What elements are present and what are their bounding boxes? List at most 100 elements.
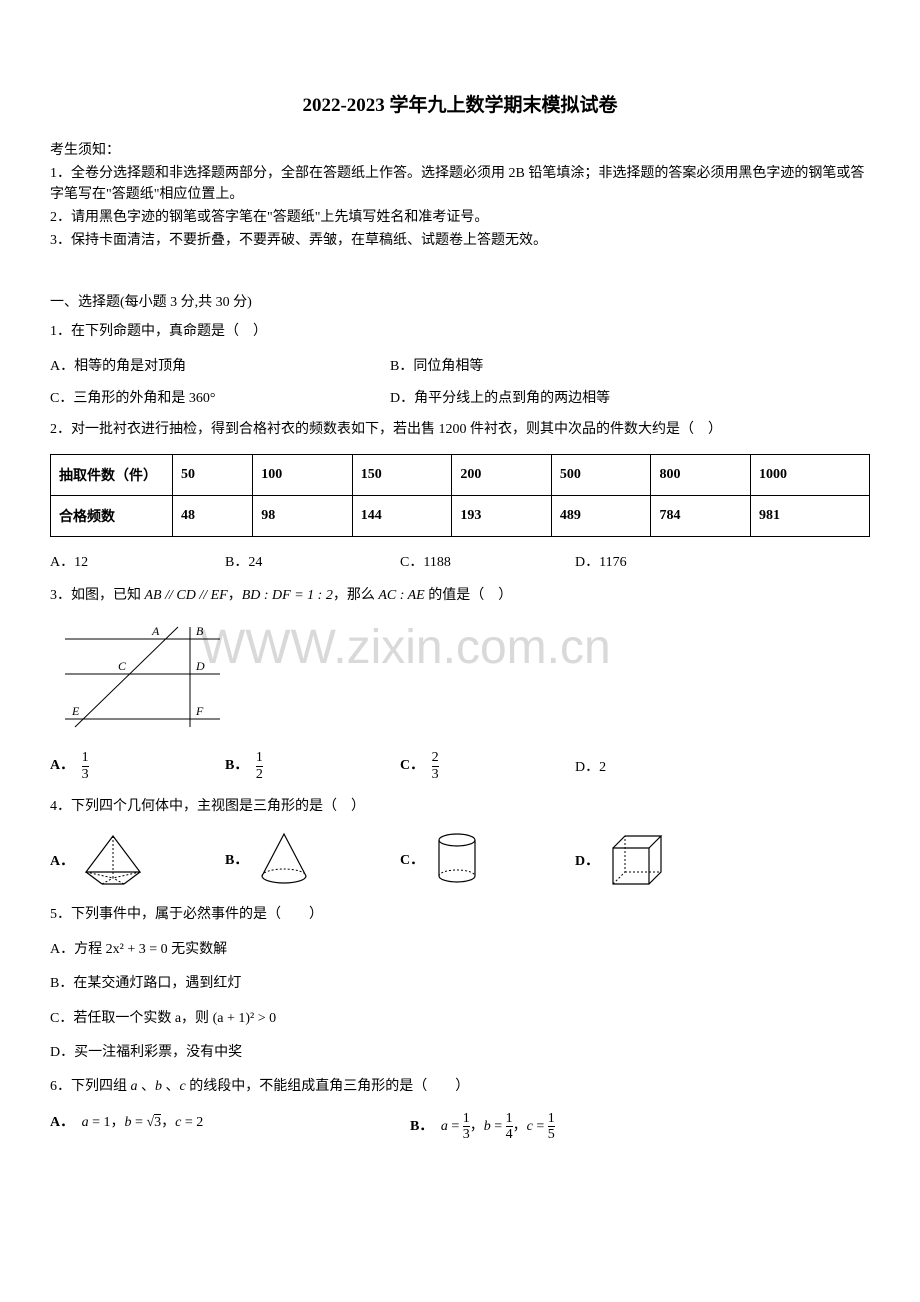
- q5-a-pre: A．方程: [50, 942, 106, 957]
- parallel-lines-diagram-icon: A B C D E F: [50, 619, 230, 729]
- q6-opt-a: A． a = 1，b = √3，c = 2: [50, 1111, 410, 1143]
- svg-text:C: C: [118, 659, 127, 673]
- q3-text-4: 的值是（ ）: [425, 588, 513, 603]
- svg-text:A: A: [151, 624, 160, 638]
- q4-opt-a: A．: [50, 832, 225, 888]
- q2-col-2: 150: [352, 454, 452, 495]
- q3-diagram: A B C D E F: [50, 619, 870, 734]
- q6-var-b: b: [155, 1079, 162, 1094]
- cylinder-icon: [432, 830, 482, 888]
- q2-val-2: 144: [352, 495, 452, 536]
- cone-icon: [256, 830, 312, 888]
- q3-text-1: 3．如图，已知: [50, 588, 145, 603]
- svg-text:D: D: [195, 659, 205, 673]
- opt-label-b: B．: [225, 849, 248, 869]
- q6-b-cd: 5: [548, 1126, 555, 1142]
- q3-text-3: ，那么: [333, 588, 379, 603]
- pyramid-icon: [82, 832, 144, 888]
- q6-opt-b: B． a = 13，b = 14，c = 15: [410, 1111, 555, 1143]
- notice-item-1: 1．全卷分选择题和非选择题两部分，全部在答题纸上作答。选择题必须用 2B 铅笔填…: [50, 163, 870, 205]
- q2-val-5: 784: [651, 495, 751, 536]
- q6-b-ad: 3: [463, 1126, 470, 1142]
- q2-row2-header: 合格频数: [51, 495, 173, 536]
- q3-a-num: 1: [82, 750, 89, 765]
- table-row: 抽取件数（件） 50 100 150 200 500 800 1000: [51, 454, 870, 495]
- q2-opt-c: C．1188: [400, 551, 575, 571]
- q3-c-num: 2: [432, 750, 439, 765]
- q6-t2: 、: [138, 1079, 156, 1094]
- q4-options: A． B． C． D．: [50, 830, 870, 888]
- notice-item-3: 3．保持卡面清洁，不要折叠，不要弄破、弄皱，在草稿纸、试题卷上答题无效。: [50, 230, 870, 251]
- section-1-header: 一、选择题(每小题 3 分,共 30 分): [50, 291, 870, 311]
- q2-val-4: 489: [551, 495, 651, 536]
- q1-options-row2: C．三角形的外角和是 360° D．角平分线上的点到角的两边相等: [50, 387, 870, 407]
- q3-a-den: 3: [82, 766, 89, 782]
- q5-stem: 5．下列事件中，属于必然事件的是（ ）: [50, 904, 870, 926]
- svg-text:F: F: [195, 704, 204, 718]
- svg-text:B: B: [196, 624, 204, 638]
- q6-options: A． a = 1，b = √3，c = 2 B． a = 13，b = 14，c…: [50, 1111, 870, 1143]
- q3-opt-b: B． 12: [225, 750, 400, 782]
- q5-a-post: 无实数解: [168, 942, 228, 957]
- q3-c-den: 3: [432, 766, 439, 782]
- q3-stem: 3．如图，已知 AB // CD // EF，BD : DF = 1 : 2，那…: [50, 585, 870, 607]
- opt-label-a: A．: [50, 758, 74, 773]
- q6-b-an: 1: [463, 1111, 470, 1126]
- opt-label-b: B．: [225, 758, 248, 773]
- q2-col-0: 50: [173, 454, 253, 495]
- q3-opt-a: A． 13: [50, 750, 225, 782]
- q6-b-bd: 4: [506, 1126, 513, 1142]
- q2-col-6: 1000: [751, 454, 870, 495]
- opt-label-a: A．: [50, 850, 74, 870]
- q5-c-pre: C．若任取一个实数 a，则: [50, 1011, 213, 1026]
- q1-opt-d: D．角平分线上的点到角的两边相等: [390, 387, 730, 407]
- q2-val-0: 48: [173, 495, 253, 536]
- page-title: 2022-2023 学年九上数学期末模拟试卷: [50, 90, 870, 117]
- q4-opt-d: D．: [575, 832, 750, 888]
- q3-options: A． 13 B． 12 C． 23 D．2: [50, 750, 870, 782]
- q4-stem: 4．下列四个几何体中，主视图是三角形的是（ ）: [50, 796, 870, 818]
- q1-opt-c: C．三角形的外角和是 360°: [50, 387, 390, 407]
- q5-opt-d: D．买一注福利彩票，没有中奖: [50, 1042, 870, 1064]
- opt-label-b: B．: [410, 1119, 433, 1134]
- q2-col-5: 800: [651, 454, 751, 495]
- q1-options-row1: A．相等的角是对顶角 B．同位角相等: [50, 355, 870, 375]
- cube-icon: [607, 832, 669, 888]
- opt-label-a: A．: [50, 1115, 74, 1130]
- q3-math-1: AB // CD // EF: [145, 588, 228, 603]
- q2-opt-a: A．12: [50, 551, 225, 571]
- q6-b-bn: 1: [506, 1111, 513, 1126]
- q3-math-2: BD : DF = 1 : 2: [242, 588, 333, 603]
- q3-opt-c: C． 23: [400, 750, 575, 782]
- q5-a-math: 2x² + 3 = 0: [106, 942, 168, 957]
- q3-b-num: 1: [256, 750, 263, 765]
- q6-t1: 6．下列四组: [50, 1079, 131, 1094]
- opt-label-c: C．: [400, 849, 424, 869]
- q1-opt-b: B．同位角相等: [390, 355, 730, 375]
- opt-label-d: D．: [575, 850, 599, 870]
- q5-opt-c: C．若任取一个实数 a，则 (a + 1)² > 0: [50, 1008, 870, 1030]
- q5-c-math: (a + 1)² > 0: [213, 1011, 277, 1026]
- table-row: 合格频数 48 98 144 193 489 784 981: [51, 495, 870, 536]
- q6-stem: 6．下列四组 a 、b 、c 的线段中，不能组成直角三角形的是（ ）: [50, 1076, 870, 1098]
- q1-stem: 1．在下列命题中，真命题是（ ）: [50, 321, 870, 343]
- q2-col-1: 100: [253, 454, 353, 495]
- q3-opt-d: D．2: [575, 756, 750, 776]
- q2-opt-b: B．24: [225, 551, 400, 571]
- q3-math-3: AC : AE: [378, 588, 424, 603]
- q5-opt-b: B．在某交通灯路口，遇到红灯: [50, 973, 870, 995]
- opt-label-c: C．: [400, 758, 424, 773]
- q6-var-a: a: [131, 1079, 138, 1094]
- q4-opt-b: B．: [225, 830, 400, 888]
- q3-text-2: ，: [228, 588, 242, 603]
- svg-text:E: E: [71, 704, 80, 718]
- notice-item-2: 2．请用黑色字迹的钢笔或答字笔在"答题纸"上先填写姓名和准考证号。: [50, 207, 870, 228]
- q2-col-3: 200: [452, 454, 552, 495]
- q2-opt-d: D．1176: [575, 551, 750, 571]
- q2-options: A．12 B．24 C．1188 D．1176: [50, 551, 870, 571]
- q2-val-3: 193: [452, 495, 552, 536]
- q5-opt-a: A．方程 2x² + 3 = 0 无实数解: [50, 939, 870, 961]
- q2-val-1: 98: [253, 495, 353, 536]
- q1-opt-a: A．相等的角是对顶角: [50, 355, 390, 375]
- q4-opt-c: C．: [400, 830, 575, 888]
